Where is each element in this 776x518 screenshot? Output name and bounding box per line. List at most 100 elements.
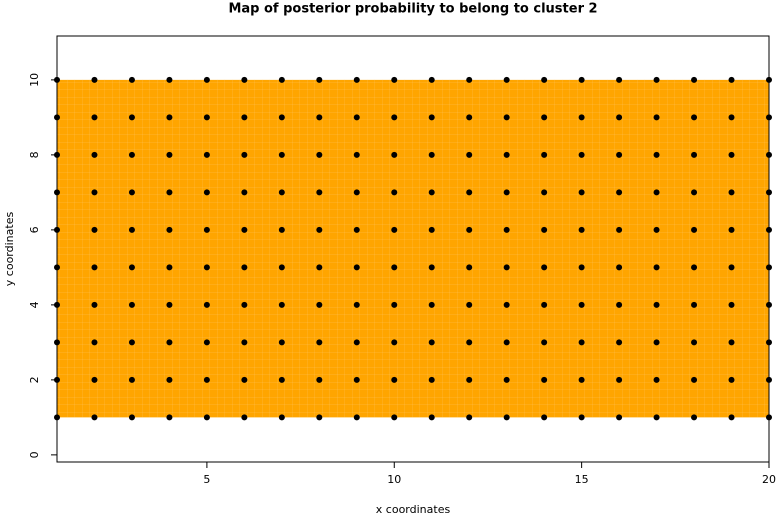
point bbox=[503, 76, 510, 83]
point bbox=[241, 301, 248, 308]
point bbox=[653, 339, 660, 346]
surface-layer bbox=[57, 79, 769, 418]
point bbox=[541, 114, 548, 121]
point bbox=[54, 226, 60, 233]
point bbox=[91, 76, 98, 83]
point bbox=[428, 414, 435, 421]
point bbox=[54, 189, 60, 196]
point bbox=[728, 264, 735, 271]
point bbox=[466, 264, 473, 271]
point bbox=[616, 114, 623, 121]
point bbox=[128, 226, 135, 233]
point bbox=[316, 151, 323, 158]
point bbox=[428, 189, 435, 196]
point bbox=[578, 414, 585, 421]
point bbox=[54, 301, 60, 308]
point bbox=[691, 414, 698, 421]
point bbox=[766, 339, 772, 346]
point bbox=[391, 226, 398, 233]
point bbox=[616, 151, 623, 158]
point bbox=[503, 339, 510, 346]
point bbox=[691, 339, 698, 346]
point bbox=[203, 114, 210, 121]
point bbox=[316, 376, 323, 383]
point bbox=[691, 226, 698, 233]
point bbox=[54, 114, 60, 121]
point bbox=[128, 339, 135, 346]
point bbox=[578, 189, 585, 196]
point bbox=[54, 151, 60, 158]
point bbox=[428, 226, 435, 233]
point bbox=[54, 376, 60, 383]
point bbox=[353, 301, 360, 308]
point bbox=[428, 114, 435, 121]
x-tick-label: 20 bbox=[762, 473, 776, 486]
point bbox=[316, 114, 323, 121]
point bbox=[391, 376, 398, 383]
point bbox=[316, 339, 323, 346]
point bbox=[766, 264, 772, 271]
point bbox=[653, 264, 660, 271]
point bbox=[278, 226, 285, 233]
point bbox=[278, 189, 285, 196]
point bbox=[203, 189, 210, 196]
point bbox=[728, 76, 735, 83]
point bbox=[766, 414, 772, 421]
point bbox=[91, 189, 98, 196]
point bbox=[316, 264, 323, 271]
point bbox=[166, 151, 173, 158]
point bbox=[466, 376, 473, 383]
point bbox=[278, 76, 285, 83]
point bbox=[203, 226, 210, 233]
surface-texture bbox=[57, 79, 769, 418]
point bbox=[466, 414, 473, 421]
x-tick-label: 15 bbox=[575, 473, 589, 486]
point bbox=[578, 226, 585, 233]
point bbox=[653, 189, 660, 196]
point bbox=[54, 339, 60, 346]
point bbox=[316, 414, 323, 421]
point bbox=[353, 264, 360, 271]
point bbox=[316, 226, 323, 233]
point bbox=[278, 264, 285, 271]
point bbox=[166, 189, 173, 196]
point bbox=[466, 114, 473, 121]
point bbox=[466, 76, 473, 83]
point bbox=[728, 301, 735, 308]
point bbox=[541, 414, 548, 421]
point bbox=[128, 301, 135, 308]
y-tick-label: 4 bbox=[28, 301, 41, 308]
point bbox=[54, 264, 60, 271]
x-tick-label: 10 bbox=[387, 473, 401, 486]
point bbox=[541, 151, 548, 158]
point bbox=[691, 264, 698, 271]
point bbox=[241, 189, 248, 196]
point bbox=[616, 189, 623, 196]
point bbox=[616, 414, 623, 421]
y-tick-label: 8 bbox=[28, 151, 41, 158]
point bbox=[428, 76, 435, 83]
point bbox=[728, 414, 735, 421]
point bbox=[278, 414, 285, 421]
point bbox=[166, 226, 173, 233]
y-tick-label: 0 bbox=[28, 451, 41, 458]
point bbox=[578, 301, 585, 308]
point bbox=[728, 114, 735, 121]
point bbox=[391, 114, 398, 121]
point bbox=[166, 414, 173, 421]
point bbox=[578, 114, 585, 121]
point bbox=[91, 114, 98, 121]
point bbox=[278, 376, 285, 383]
point bbox=[128, 414, 135, 421]
point bbox=[541, 76, 548, 83]
point bbox=[54, 76, 60, 83]
point bbox=[91, 414, 98, 421]
point bbox=[128, 264, 135, 271]
point bbox=[691, 76, 698, 83]
point bbox=[128, 76, 135, 83]
point bbox=[578, 151, 585, 158]
point bbox=[203, 151, 210, 158]
point bbox=[91, 264, 98, 271]
point bbox=[691, 114, 698, 121]
